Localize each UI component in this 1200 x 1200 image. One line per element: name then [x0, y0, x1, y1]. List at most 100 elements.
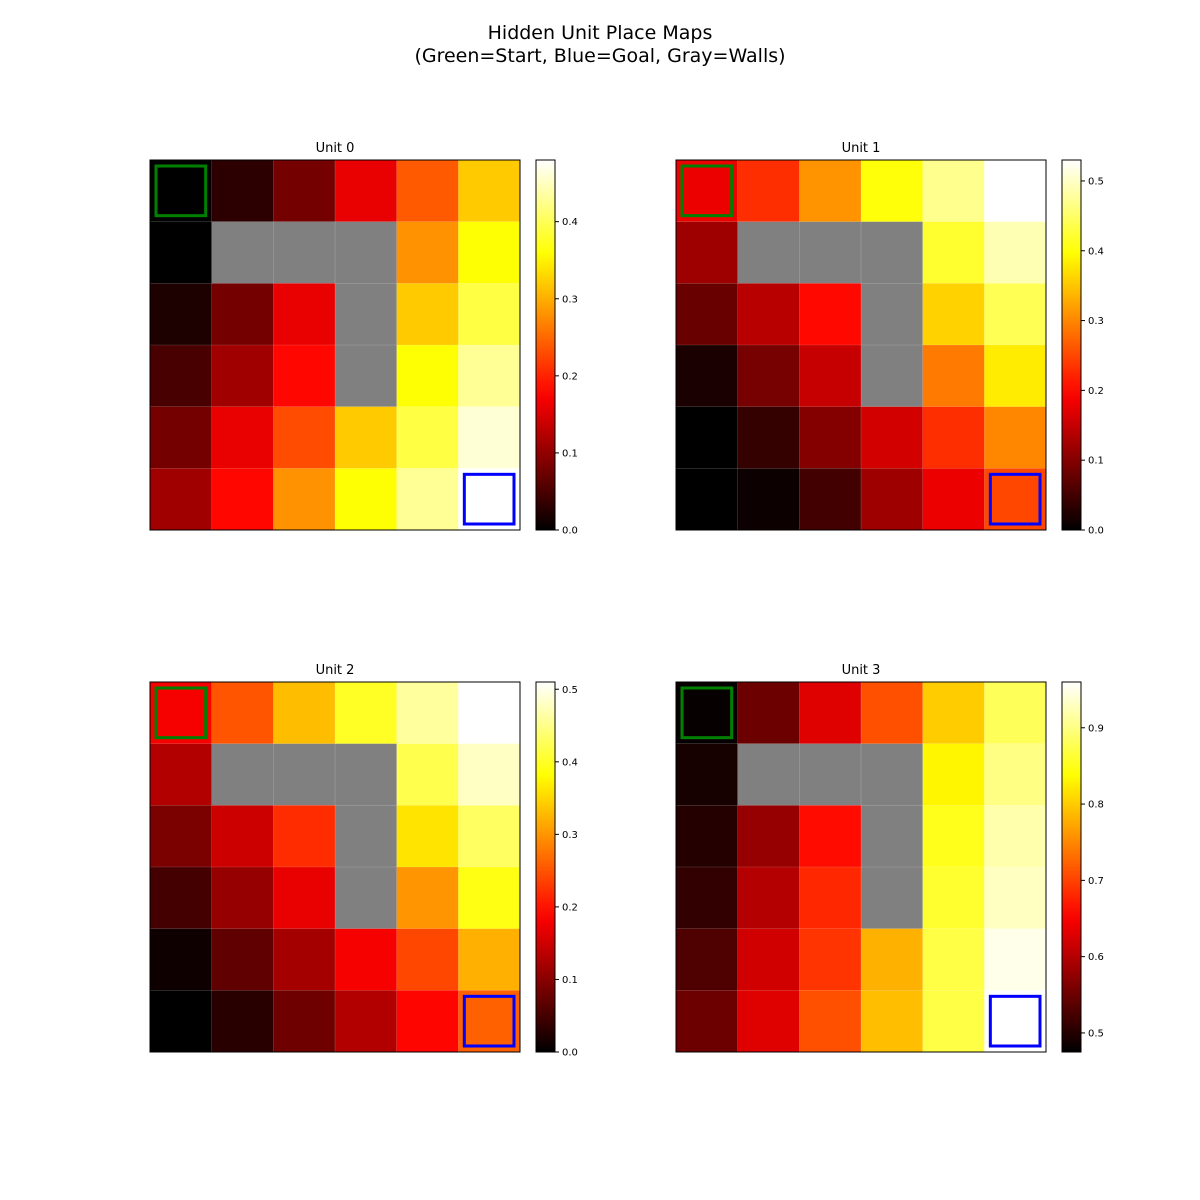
heatmap-cell [984, 345, 1047, 408]
heatmap-cell [335, 468, 398, 531]
goal-marker [462, 994, 516, 1048]
heatmap-cell [458, 406, 521, 469]
heatmap-cell [273, 283, 336, 346]
goal-marker [988, 472, 1042, 526]
heatmap-cell [458, 928, 521, 991]
heatmap-cell [150, 221, 213, 284]
colorbar-tick-label: 0.9 [1088, 723, 1104, 734]
colorbar-tick-label: 0.5 [1088, 176, 1104, 187]
heatmap-cell [676, 743, 739, 806]
heatmap-cell [737, 867, 800, 930]
heatmap-cell [335, 990, 398, 1053]
colorbar-tick-label: 0.5 [562, 685, 578, 696]
heatmap-cell [676, 468, 739, 531]
colorbar-tick-label: 0.4 [562, 217, 578, 228]
colorbar-tick-label: 0.0 [1088, 526, 1104, 537]
heatmap-cell [799, 406, 862, 469]
heatmap-cell [458, 283, 521, 346]
wall-cell [737, 743, 800, 806]
heatmap-cell [211, 345, 274, 408]
heatmap-cell [273, 928, 336, 991]
heatmap-cell [861, 928, 924, 991]
wall-cell [335, 805, 398, 868]
heatmap-cell [396, 345, 459, 408]
colorbar-tick-label: 0.1 [562, 448, 578, 459]
heatmap-cell [150, 928, 213, 991]
heatmap-cell [273, 406, 336, 469]
heatmap-cell [799, 682, 862, 745]
wall-cell [335, 283, 398, 346]
axes-frame [675, 159, 1047, 531]
heatmap-cell [984, 468, 1047, 531]
panel-unit-3: Unit 3 0.5 0.6 0.7 0.8 0.9 [675, 663, 1104, 1053]
colorbar-tick-label: 0.4 [562, 757, 578, 768]
heatmap-cell [984, 990, 1047, 1053]
heatmap-cell [150, 743, 213, 806]
subplot-title: Unit 0 [316, 141, 355, 156]
heatmap-cell [799, 468, 862, 531]
heatmap-cell [458, 990, 521, 1053]
heatmap-cell [211, 160, 274, 223]
heatmap-cell [396, 682, 459, 745]
heatmap-cell [737, 468, 800, 531]
heatmap-cell [273, 867, 336, 930]
wall-cell [211, 221, 274, 284]
heatmap-cell [396, 406, 459, 469]
wall-cell [861, 283, 924, 346]
heatmap-cell [799, 928, 862, 991]
heatmap-cell [799, 283, 862, 346]
heatmap-cell [211, 805, 274, 868]
colorbar-tick-label: 0.6 [1088, 952, 1104, 963]
heatmap-cell [150, 682, 213, 745]
colorbar-tick-label: 0.3 [1088, 316, 1104, 327]
colorbar-tick-label: 0.7 [1088, 876, 1104, 887]
wall-cell [335, 221, 398, 284]
heatmap-cell [150, 990, 213, 1053]
heatmap-cell [799, 160, 862, 223]
colorbar-tick-label: 0.5 [1088, 1028, 1104, 1039]
colorbar-tick-label: 0.0 [562, 526, 578, 537]
panel-unit-1: Unit 1 0.0 0.1 0.2 0.3 0.4 0.5 [675, 141, 1104, 537]
heatmap-cell [922, 805, 985, 868]
heatmap-cell [211, 867, 274, 930]
wall-cell [273, 221, 336, 284]
heatmap-cell [458, 221, 521, 284]
heatmap-cell [335, 682, 398, 745]
wall-cell [861, 867, 924, 930]
colorbar-tick-label: 0.2 [562, 371, 578, 382]
heatmap-cell [396, 928, 459, 991]
heatmap-cell [273, 682, 336, 745]
heatmap-cell [676, 406, 739, 469]
heatmap-cell [984, 805, 1047, 868]
heatmap-cell [984, 283, 1047, 346]
heatmap-cell [922, 468, 985, 531]
heatmap-cell [396, 743, 459, 806]
colorbar [1061, 681, 1082, 1053]
wall-cell [799, 221, 862, 284]
heatmap-cell [984, 406, 1047, 469]
heatmap-cell [211, 990, 274, 1053]
heatmap-cell [861, 468, 924, 531]
heatmap-cell [150, 283, 213, 346]
colorbar-tick-label: 0.3 [562, 830, 578, 841]
heatmap-cell [458, 743, 521, 806]
colorbar-tick-label: 0.2 [1088, 386, 1104, 397]
axes-frame [149, 681, 521, 1053]
figure-title-line2: (Green=Start, Blue=Goal, Gray=Walls) [414, 45, 786, 67]
heatmap-cell [273, 160, 336, 223]
heatmap-cell [676, 928, 739, 991]
heatmap-cell [737, 406, 800, 469]
heatmap-cell [922, 160, 985, 223]
heatmap-cell [458, 160, 521, 223]
heatmap-cell [984, 743, 1047, 806]
heatmap-cell [737, 345, 800, 408]
heatmap-cell [861, 160, 924, 223]
heatmap-cell [335, 406, 398, 469]
heatmap-cell [211, 468, 274, 531]
subplot-title: Unit 3 [842, 663, 881, 678]
heatmap-cell [861, 682, 924, 745]
heatmap-cell [984, 928, 1047, 991]
heatmap-cell [922, 221, 985, 284]
heatmap-cell [211, 682, 274, 745]
